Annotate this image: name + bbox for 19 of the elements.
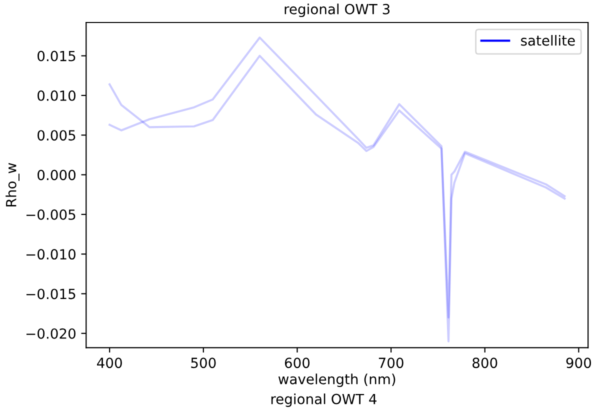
y-tick-label: 0.005 bbox=[38, 130, 76, 141]
y-tick-label: 0.015 bbox=[38, 50, 76, 62]
x-tick-label: 900 bbox=[566, 358, 592, 368]
x-axis-title: wavelength (nm) bbox=[278, 374, 396, 388]
text: regional OWT 4 bbox=[271, 394, 376, 407]
y-tick-label: −0.005 bbox=[26, 209, 76, 220]
x-tick-label: 400 bbox=[97, 358, 122, 368]
x-tick-label: 800 bbox=[472, 358, 498, 368]
x-tick-label: 500 bbox=[191, 358, 216, 368]
x-tick-label: 600 bbox=[284, 358, 310, 368]
y-tick-label: −0.010 bbox=[26, 249, 76, 260]
y-axis-title: Rho_w bbox=[6, 163, 20, 206]
y-tick-label: −0.020 bbox=[26, 328, 76, 339]
chart-title: regional OWT 3 bbox=[284, 4, 390, 18]
x-tick-label: 700 bbox=[378, 358, 404, 368]
y-tick-label: −0.015 bbox=[26, 288, 76, 300]
legend-label: satellite bbox=[521, 34, 575, 46]
y-tick-label: 0.000 bbox=[38, 170, 76, 180]
y-tick-label: 0.010 bbox=[38, 90, 76, 101]
